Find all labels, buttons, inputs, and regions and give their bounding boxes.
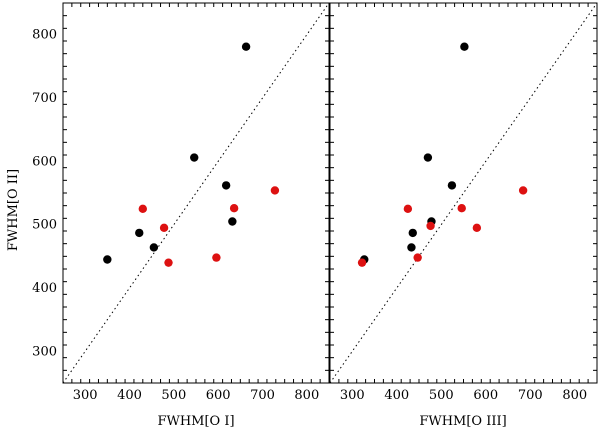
x-tick-label: 700 — [518, 388, 543, 403]
x-tick-label: 400 — [117, 388, 142, 403]
x-tick-label: 400 — [384, 388, 409, 403]
x-tick-label: 500 — [429, 388, 454, 403]
black-data-point — [103, 255, 112, 264]
black-data-point — [407, 243, 416, 252]
red-data-point — [457, 204, 466, 213]
red-data-point — [518, 186, 528, 195]
y-axis-label: FWHM[O II] — [6, 169, 21, 251]
one-to-one-line — [329, 2, 598, 384]
red-data-point — [357, 258, 367, 267]
right-panel: 300 400 500 600 700 800 — [329, 2, 598, 403]
x-tick-label: 800 — [562, 388, 587, 403]
x-tick-label: 600 — [473, 388, 498, 403]
y-tick-label: 300 — [32, 344, 57, 359]
red-data-point — [413, 253, 422, 262]
y-tick-label: 700 — [32, 91, 57, 106]
y-tick-label: 600 — [32, 154, 57, 169]
red-data-point — [212, 253, 221, 262]
x-tick-label: 300 — [340, 388, 365, 403]
plot-frame — [329, 2, 598, 384]
red-data-point — [159, 223, 169, 233]
red-data-point — [138, 204, 147, 214]
y-tick-label: 800 — [32, 28, 57, 43]
left-panel: 300 400 500 600 700 800 300 400 500 600 700 800 — [32, 2, 330, 403]
red-data-point — [403, 204, 413, 214]
red-data-point — [426, 221, 435, 231]
black-data-point — [228, 217, 237, 226]
black-data-point — [241, 42, 251, 51]
x-tick-label: 600 — [206, 388, 231, 403]
black-data-point — [423, 153, 433, 162]
black-data-point — [135, 228, 144, 238]
red-data-point — [472, 223, 482, 233]
red-data-point — [229, 204, 239, 213]
y-tick-label: 400 — [32, 281, 57, 296]
black-data-point — [190, 153, 199, 162]
y-tick-label: 500 — [32, 218, 57, 233]
x-tick-label: 800 — [294, 388, 319, 403]
left-x-axis-label: FWHM[O I] — [157, 414, 234, 429]
x-tick-label: 700 — [250, 388, 275, 403]
x-tick-label: 500 — [161, 388, 186, 403]
right-x-axis-label: FWHM[O III] — [419, 414, 506, 429]
black-data-point — [460, 42, 469, 51]
black-data-point — [149, 243, 159, 252]
red-data-point — [164, 258, 173, 267]
one-to-one-line — [62, 2, 330, 384]
black-data-point — [221, 181, 231, 190]
black-data-point — [408, 228, 417, 238]
x-tick-label: 300 — [73, 388, 98, 403]
red-data-point — [270, 186, 280, 195]
black-data-point — [447, 181, 457, 190]
